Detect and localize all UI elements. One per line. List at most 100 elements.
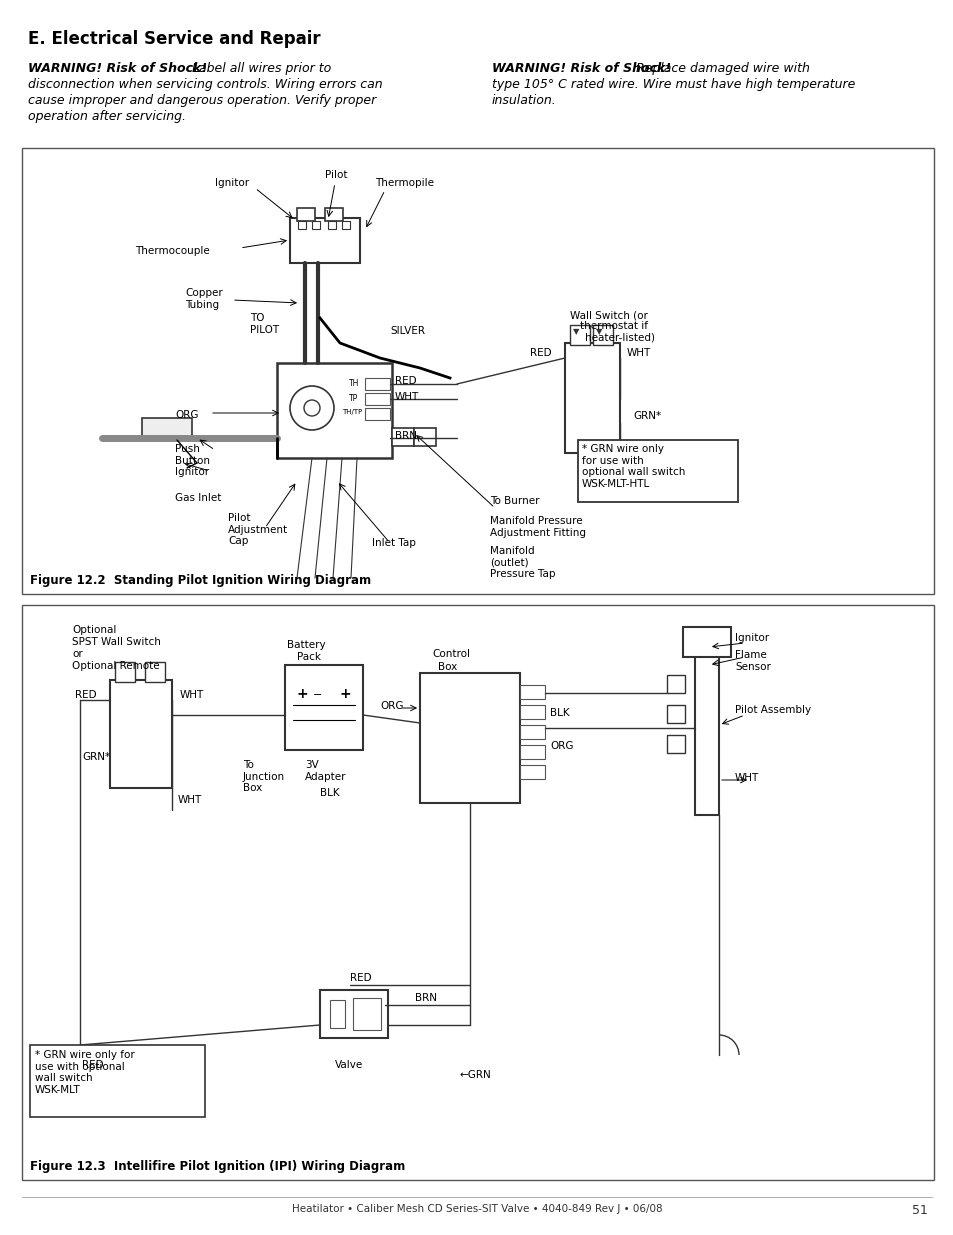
- Text: WARNING! Risk of Shock!: WARNING! Risk of Shock!: [492, 62, 670, 75]
- Text: Pilot: Pilot: [325, 170, 347, 180]
- Text: BRN: BRN: [395, 431, 416, 441]
- Bar: [519, 685, 544, 699]
- Bar: [682, 627, 730, 657]
- Text: Valve: Valve: [335, 1060, 363, 1070]
- Bar: [285, 664, 363, 750]
- Text: WARNING! Risk of Shock!: WARNING! Risk of Shock!: [28, 62, 207, 75]
- Text: Wall Switch (or: Wall Switch (or: [569, 310, 647, 320]
- Bar: [519, 705, 544, 719]
- Bar: [365, 393, 390, 405]
- Text: Ignitor: Ignitor: [734, 634, 768, 643]
- Text: Manifold
(outlet)
Pressure Tap: Manifold (outlet) Pressure Tap: [490, 546, 555, 579]
- Text: Copper
Tubing: Copper Tubing: [185, 288, 222, 310]
- Bar: [290, 219, 359, 263]
- Text: RED: RED: [395, 375, 416, 387]
- Text: thermostat if: thermostat if: [579, 321, 647, 331]
- Text: To Burner: To Burner: [490, 496, 539, 506]
- Bar: [365, 408, 390, 420]
- Text: WHT: WHT: [734, 773, 759, 783]
- Bar: [115, 662, 135, 682]
- Text: Pack: Pack: [296, 652, 320, 662]
- Text: operation after servicing.: operation after servicing.: [28, 110, 186, 124]
- Bar: [414, 429, 436, 446]
- Text: Replace damaged wire with: Replace damaged wire with: [631, 62, 809, 75]
- Text: insulation.: insulation.: [492, 94, 557, 107]
- Text: ORG: ORG: [174, 410, 198, 420]
- Text: Pilot Assembly: Pilot Assembly: [734, 705, 810, 715]
- Text: −: −: [313, 690, 322, 700]
- Text: 51: 51: [911, 1204, 927, 1216]
- Text: GRN*: GRN*: [633, 411, 660, 421]
- Bar: [593, 325, 613, 345]
- Text: WHT: WHT: [395, 391, 418, 403]
- Text: ▼: ▼: [596, 327, 602, 336]
- Text: BLK: BLK: [319, 788, 339, 798]
- Text: TH/TP: TH/TP: [341, 409, 362, 415]
- Text: RED: RED: [75, 690, 96, 700]
- Text: cause improper and dangerous operation. Verify proper: cause improper and dangerous operation. …: [28, 94, 375, 107]
- Bar: [22, 148, 933, 594]
- Text: BLK: BLK: [550, 708, 569, 718]
- Text: To
Junction
Box: To Junction Box: [243, 760, 285, 793]
- Text: GRN*: GRN*: [82, 752, 110, 762]
- Text: +: +: [296, 687, 309, 701]
- Text: disconnection when servicing controls. Wiring errors can: disconnection when servicing controls. W…: [28, 78, 382, 91]
- Text: Label all wires prior to: Label all wires prior to: [188, 62, 331, 75]
- Bar: [319, 990, 388, 1037]
- Text: * GRN wire only
for use with
optional wall switch
WSK-MLT-HTL: * GRN wire only for use with optional wa…: [581, 445, 684, 489]
- Text: Box: Box: [437, 662, 456, 672]
- Text: Battery: Battery: [287, 640, 325, 650]
- Text: 3V
Adapter: 3V Adapter: [305, 760, 346, 782]
- Text: BRN: BRN: [415, 993, 436, 1003]
- Bar: [341, 221, 350, 228]
- Bar: [564, 343, 619, 453]
- Text: WHT: WHT: [626, 348, 651, 358]
- Text: heater-listed): heater-listed): [584, 332, 655, 342]
- Text: ←GRN: ←GRN: [459, 1070, 491, 1079]
- Bar: [519, 764, 544, 779]
- Bar: [666, 705, 684, 722]
- Bar: [365, 378, 390, 390]
- Bar: [695, 655, 719, 815]
- Text: TP: TP: [349, 394, 358, 403]
- Bar: [312, 221, 319, 228]
- Text: type 105° C rated wire. Wire must have high temperature: type 105° C rated wire. Wire must have h…: [492, 78, 855, 91]
- Text: Gas Inlet: Gas Inlet: [174, 493, 221, 503]
- Text: Optional: Optional: [71, 625, 116, 635]
- Bar: [22, 605, 933, 1179]
- Text: * GRN wire only for
use with optional
wall switch
WSK-MLT: * GRN wire only for use with optional wa…: [35, 1050, 134, 1094]
- Text: +: +: [339, 687, 352, 701]
- Text: ▼: ▼: [573, 327, 578, 336]
- Text: SILVER: SILVER: [390, 326, 424, 336]
- Text: ORG: ORG: [379, 701, 403, 711]
- Bar: [330, 1000, 345, 1028]
- Bar: [276, 363, 392, 458]
- Text: RED: RED: [82, 1060, 104, 1070]
- Bar: [569, 325, 589, 345]
- Text: Ignitor: Ignitor: [214, 178, 249, 188]
- Bar: [353, 998, 380, 1030]
- Text: E. Electrical Service and Repair: E. Electrical Service and Repair: [28, 30, 320, 48]
- Bar: [297, 221, 306, 228]
- Text: Pilot
Adjustment
Cap: Pilot Adjustment Cap: [228, 513, 288, 546]
- Bar: [328, 221, 335, 228]
- Bar: [419, 673, 519, 803]
- Text: Optional Remote: Optional Remote: [71, 661, 159, 671]
- Bar: [110, 680, 172, 788]
- Bar: [145, 662, 165, 682]
- Text: RED: RED: [350, 973, 372, 983]
- Bar: [519, 725, 544, 739]
- Text: Thermocouple: Thermocouple: [135, 246, 210, 256]
- Text: TO
PILOT: TO PILOT: [250, 312, 279, 335]
- Text: Manifold Pressure
Adjustment Fitting: Manifold Pressure Adjustment Fitting: [490, 516, 585, 537]
- Text: WHT: WHT: [180, 690, 204, 700]
- Text: Flame
Sensor: Flame Sensor: [734, 650, 770, 672]
- Bar: [142, 417, 192, 440]
- Text: WHT: WHT: [178, 795, 202, 805]
- Bar: [666, 676, 684, 693]
- Text: Figure 12.3  Intellifire Pilot Ignition (IPI) Wiring Diagram: Figure 12.3 Intellifire Pilot Ignition (…: [30, 1160, 405, 1173]
- Text: TH: TH: [349, 379, 359, 388]
- Bar: [392, 429, 414, 446]
- Text: Control: Control: [432, 650, 470, 659]
- Text: SPST Wall Switch: SPST Wall Switch: [71, 637, 161, 647]
